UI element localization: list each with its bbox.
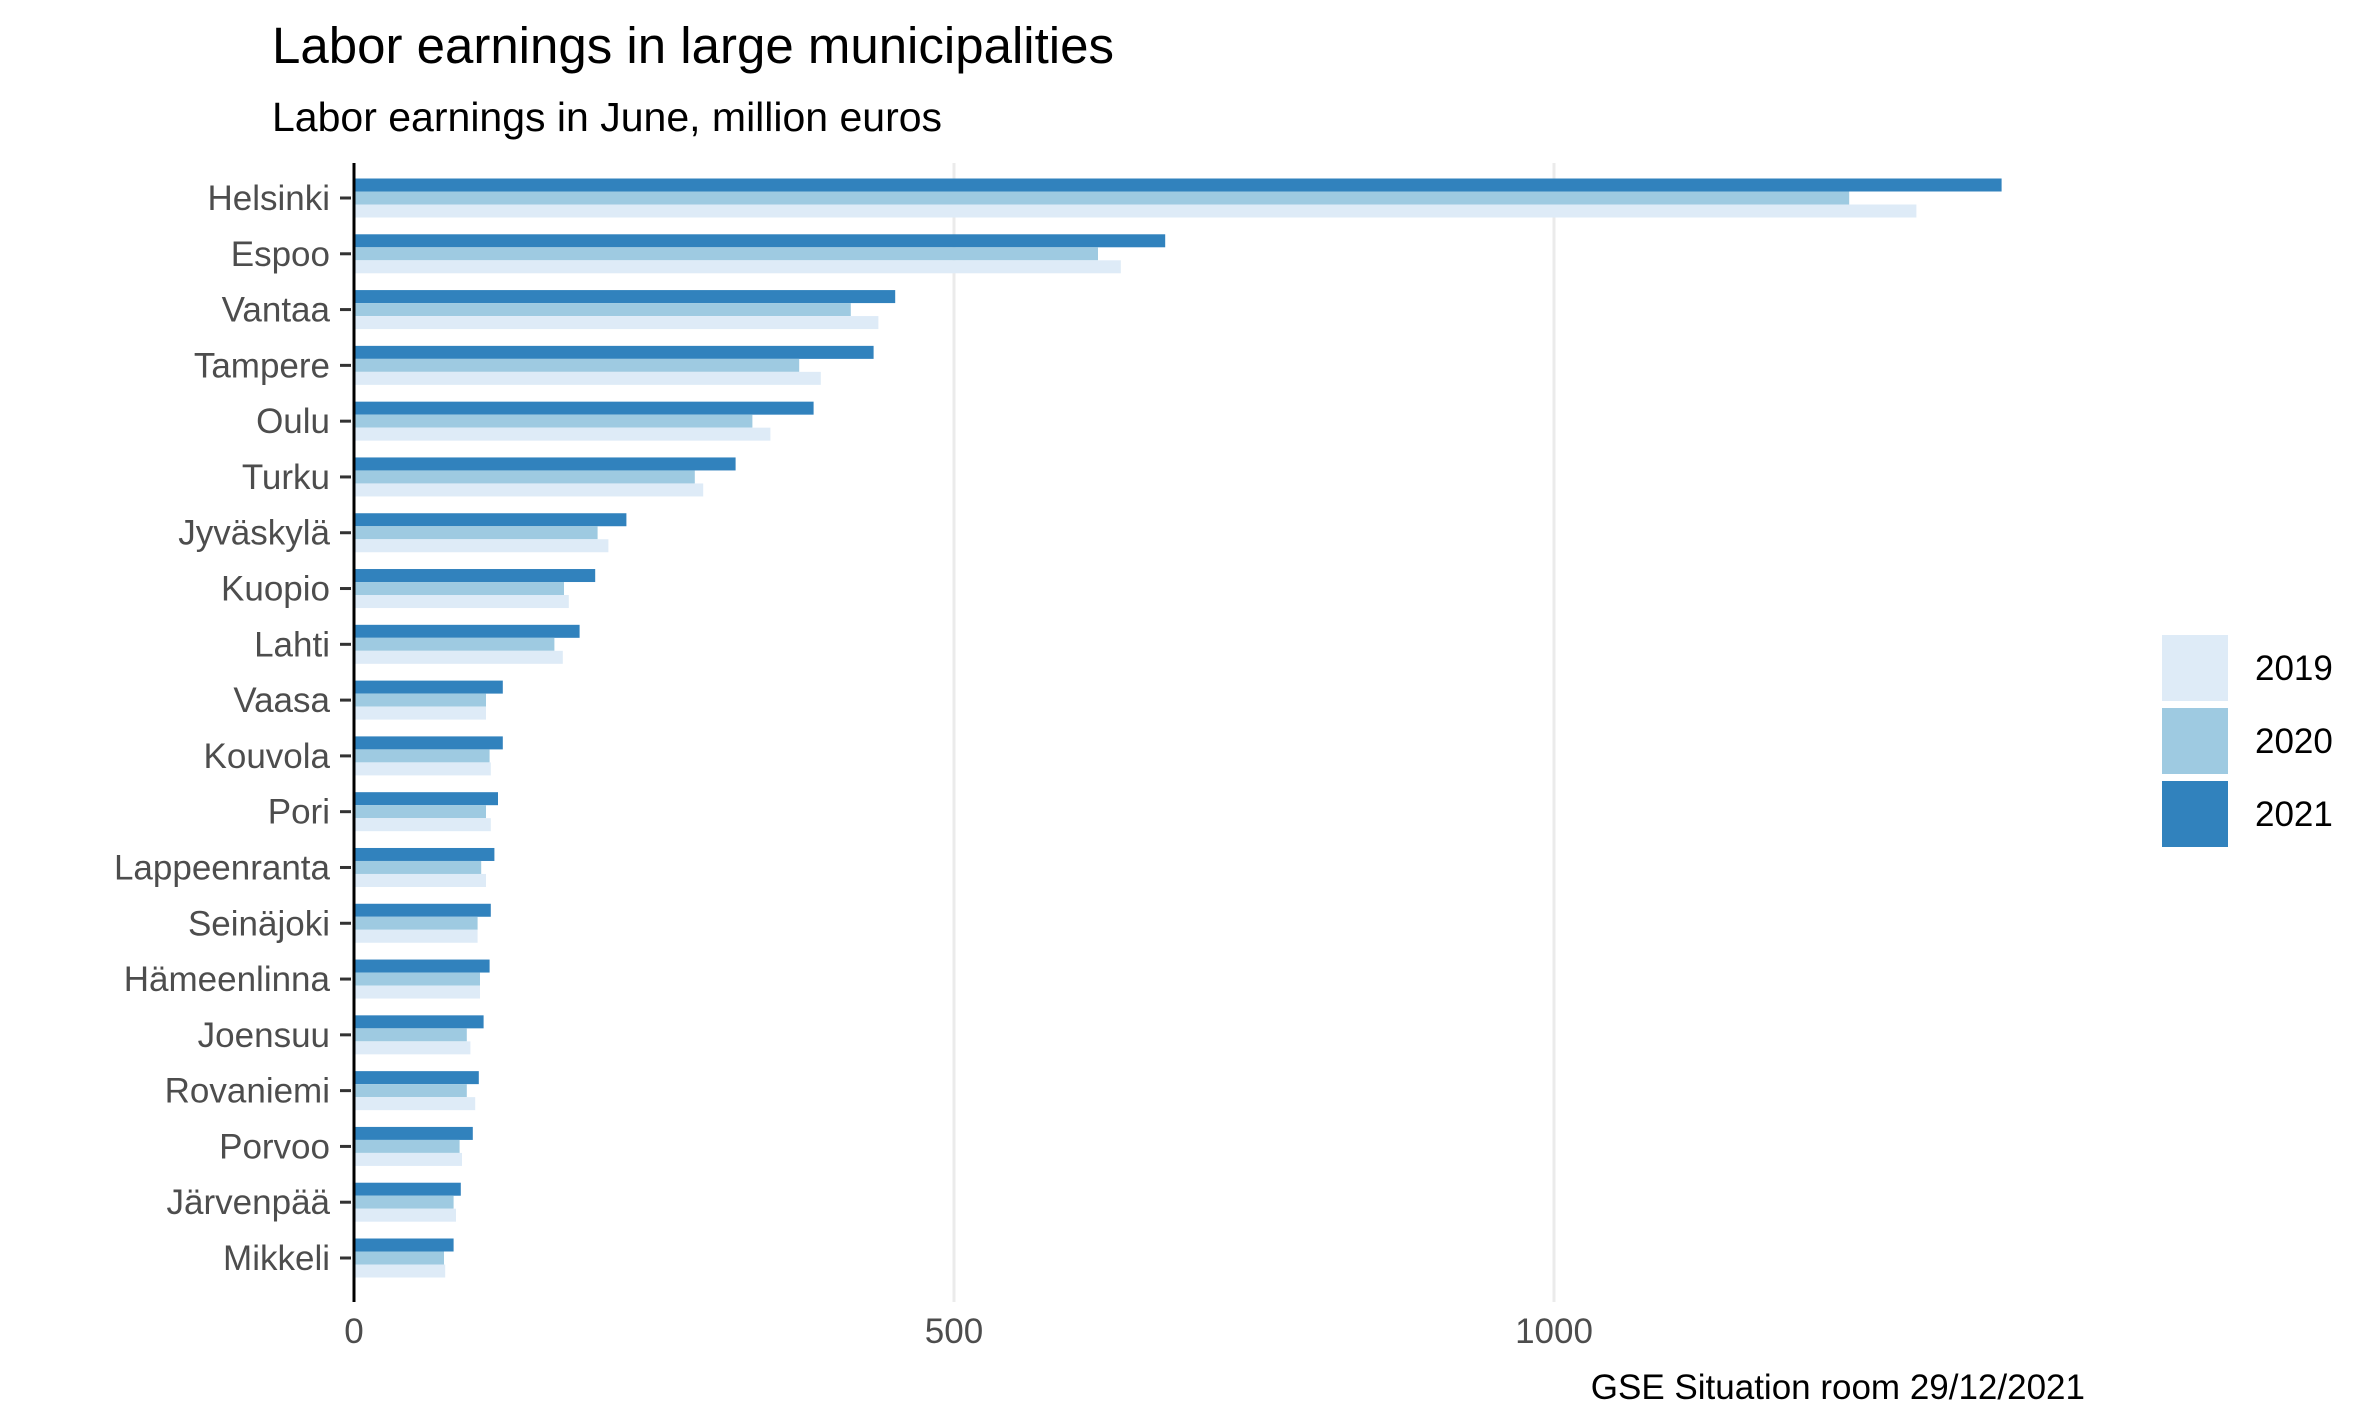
bar-2020-12 [354,860,482,874]
bar-2019-0 [354,204,1917,218]
bar-2021-3 [354,345,874,359]
bar-2020-14 [354,972,480,986]
bar-2021-10 [354,736,503,750]
chart-caption: GSE Situation room 29/12/2021 [1591,1368,2085,1407]
bar-2021-7 [354,569,596,583]
bar-2021-16 [354,1071,479,1085]
ytick-label-0: Helsinki [207,179,330,218]
xtick-label-2: 1000 [1515,1312,1593,1351]
bar-2021-6 [354,513,627,527]
bar-2021-0 [354,178,2002,192]
ytick-label-7: Kuopio [221,570,330,609]
ytick-label-9: Vaasa [233,681,330,720]
legend-label-2021: 2021 [2255,795,2333,834]
x-axis: 0 500 1000 [344,1312,1593,1351]
ytick-label-19: Mikkeli [223,1239,330,1278]
bar-2019-12 [354,873,486,887]
bar-2020-17 [354,1139,460,1153]
ytick-label-1: Espoo [231,235,330,274]
chart-title: Labor earnings in large municipalities [272,17,1114,74]
ytick-label-13: Seinäjoki [188,904,330,943]
legend-swatch-2020 [2162,708,2228,774]
bar-2019-9 [354,706,486,720]
bar-2021-15 [354,1015,484,1029]
ytick-label-11: Pori [268,793,330,832]
ytick-label-17: Porvoo [219,1127,330,1166]
legend-label-2019: 2019 [2255,649,2333,688]
bar-2020-16 [354,1084,467,1098]
gridlines [952,163,1556,1302]
bar-2020-6 [354,526,598,540]
bar-2019-16 [354,1097,476,1111]
bar-2021-18 [354,1182,461,1196]
ytick-label-2: Vantaa [222,291,331,330]
bar-2020-3 [354,358,800,372]
bar-2020-8 [354,637,555,651]
bar-2019-3 [354,371,821,385]
xtick-label-1: 500 [925,1312,983,1351]
bar-2020-1 [354,247,1098,261]
bar-2019-4 [354,427,771,441]
bar-2021-19 [354,1238,454,1252]
bar-2021-14 [354,959,490,973]
ytick-label-18: Järvenpää [167,1183,331,1222]
ytick-label-5: Turku [242,458,330,497]
bar-2019-19 [354,1264,446,1278]
bars [354,178,2002,1278]
bar-2020-0 [354,191,1850,205]
bar-2020-15 [354,1028,467,1042]
ytick-label-4: Oulu [256,402,330,441]
ytick-label-8: Lahti [254,625,330,664]
ytick-label-15: Joensuu [198,1016,330,1055]
bar-2019-1 [354,260,1121,274]
bar-2020-19 [354,1251,444,1265]
legend-label-2020: 2020 [2255,722,2333,761]
bar-2019-7 [354,595,569,609]
legend-swatch-2021 [2162,781,2228,847]
xtick-label-0: 0 [344,1312,363,1351]
bar-2021-13 [354,903,491,917]
bar-2020-5 [354,470,695,484]
bar-2019-2 [354,316,879,330]
bar-2019-13 [354,929,478,943]
bar-2020-2 [354,303,851,317]
bar-2019-15 [354,1041,471,1055]
ytick-label-6: Jyväskylä [178,514,330,553]
bar-2020-18 [354,1195,454,1209]
bar-2020-13 [354,916,478,930]
bar-2019-6 [354,539,609,553]
bar-2021-9 [354,680,503,694]
bar-2021-2 [354,290,896,304]
bar-2020-10 [354,749,490,763]
bar-2021-1 [354,234,1166,248]
bar-2020-11 [354,805,486,819]
y-axis: Helsinki Espoo Vantaa Tampere Oulu Turku Jyväs… [114,179,351,1278]
bar-2021-5 [354,457,736,471]
chart-subtitle: Labor earnings in June, million euros [272,94,942,140]
bar-2019-10 [354,762,491,776]
bar-2021-8 [354,624,580,638]
bar-2019-8 [354,650,563,664]
bar-2020-4 [354,414,753,428]
legend-swatch-2019 [2162,635,2228,701]
bar-2021-17 [354,1126,473,1140]
bar-2021-12 [354,847,495,861]
bar-2019-17 [354,1152,462,1166]
ytick-label-3: Tampere [194,346,330,385]
bar-2021-11 [354,792,498,806]
bar-2019-5 [354,483,704,497]
ytick-label-10: Kouvola [204,737,331,776]
bar-2021-4 [354,401,814,415]
bar-2020-7 [354,582,564,596]
ytick-label-16: Rovaniemi [165,1072,330,1111]
bar-2019-18 [354,1208,456,1222]
bar-2019-14 [354,985,480,999]
ytick-label-12: Lappeenranta [114,848,331,887]
bar-2019-11 [354,818,491,832]
bar-2020-9 [354,693,486,707]
ytick-label-14: Hämeenlinna [124,960,331,999]
legend: 2019 2020 2021 [2162,635,2333,847]
